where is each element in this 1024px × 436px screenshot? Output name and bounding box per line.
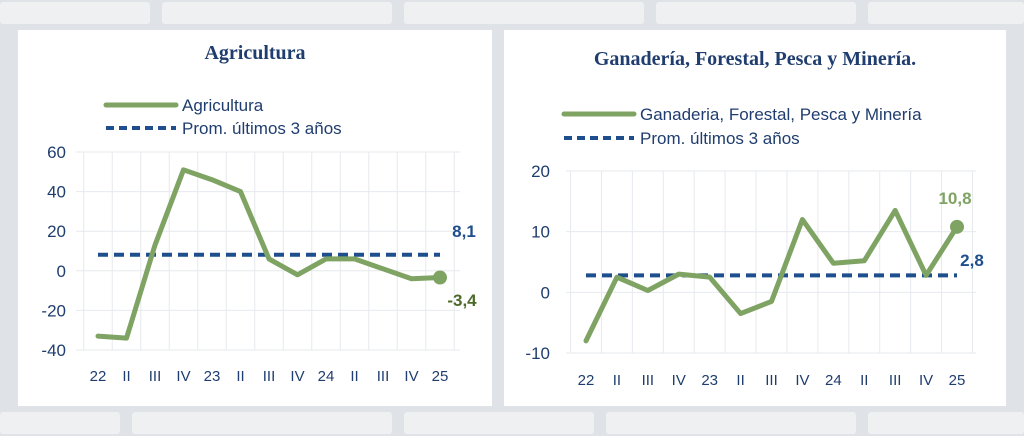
- x-tick-label: III: [149, 368, 162, 385]
- x-tick-label: III: [263, 368, 276, 385]
- x-tick-label: III: [377, 368, 390, 385]
- x-tick-label: II: [236, 368, 244, 385]
- y-tick-label: -20: [41, 301, 66, 320]
- agricultura-chart-panel: Agricultura -40 -20 0 20 40 60 22 II III IV 23 II II…: [18, 30, 492, 406]
- background-brick: [0, 412, 120, 434]
- x-tick-label: IV: [176, 368, 190, 385]
- x-tick-label: 22: [578, 372, 595, 389]
- y-tick-label: 60: [47, 143, 66, 162]
- y-tick-label: 10: [531, 223, 550, 242]
- background-brick: [0, 2, 150, 24]
- x-tick-label: II: [122, 368, 130, 385]
- y-tick-label: 40: [47, 183, 66, 202]
- legend-label-series: Ganaderia, Forestal, Pesca y Minería: [640, 105, 922, 124]
- x-tick-label: IV: [404, 368, 418, 385]
- average-value-label: 2,8: [960, 251, 984, 270]
- x-tick-label: II: [613, 372, 621, 389]
- x-tick-label: 25: [949, 372, 966, 389]
- x-tick-label: III: [765, 372, 778, 389]
- x-tick-label: 25: [432, 368, 449, 385]
- ganaderia-chart-panel: Ganadería, Forestal, Pesca y Minería. -1…: [504, 30, 1006, 406]
- x-tick-label: IV: [290, 368, 304, 385]
- x-tick-label: II: [350, 368, 358, 385]
- y-tick-label: 0: [541, 283, 550, 302]
- x-tick-label: 22: [90, 368, 107, 385]
- legend-label-average: Prom. últimos 3 años: [640, 129, 800, 148]
- background-brick: [868, 2, 1024, 24]
- x-tick-label: 23: [701, 372, 718, 389]
- background-brick: [656, 2, 856, 24]
- data-point: [433, 270, 447, 285]
- x-tick-label: III: [889, 372, 902, 389]
- y-tick-label: -40: [41, 341, 66, 360]
- y-tick-label: 20: [47, 222, 66, 241]
- chart-title: Ganadería, Forestal, Pesca y Minería.: [593, 48, 917, 70]
- x-tick-label: IV: [795, 372, 809, 389]
- legend-label-average: Prom. últimos 3 años: [182, 119, 342, 138]
- chart-title: Agricultura: [204, 42, 306, 64]
- background-brick: [162, 2, 392, 24]
- background-brick: [868, 412, 1024, 434]
- background-brick: [132, 412, 392, 434]
- last-value-label: 10,8: [938, 189, 971, 208]
- background-brick: [404, 412, 594, 434]
- x-tick-label: IV: [919, 372, 933, 389]
- x-tick-label: 24: [825, 372, 842, 389]
- y-tick-label: 20: [531, 162, 550, 181]
- last-value-label: -3,4: [447, 291, 477, 310]
- average-value-label: 8,1: [452, 222, 476, 241]
- background-brick: [606, 412, 856, 434]
- y-tick-label: -10: [525, 344, 550, 363]
- x-tick-label: 24: [318, 368, 335, 385]
- data-point: [950, 219, 964, 234]
- x-tick-label: II: [860, 372, 868, 389]
- background-brick: [404, 2, 644, 24]
- x-tick-label: II: [736, 372, 744, 389]
- x-tick-label: III: [642, 372, 655, 389]
- x-tick-label: 23: [204, 368, 221, 385]
- y-tick-label: 0: [57, 262, 66, 281]
- legend-label-series: Agricultura: [182, 96, 264, 115]
- x-tick-label: IV: [672, 372, 686, 389]
